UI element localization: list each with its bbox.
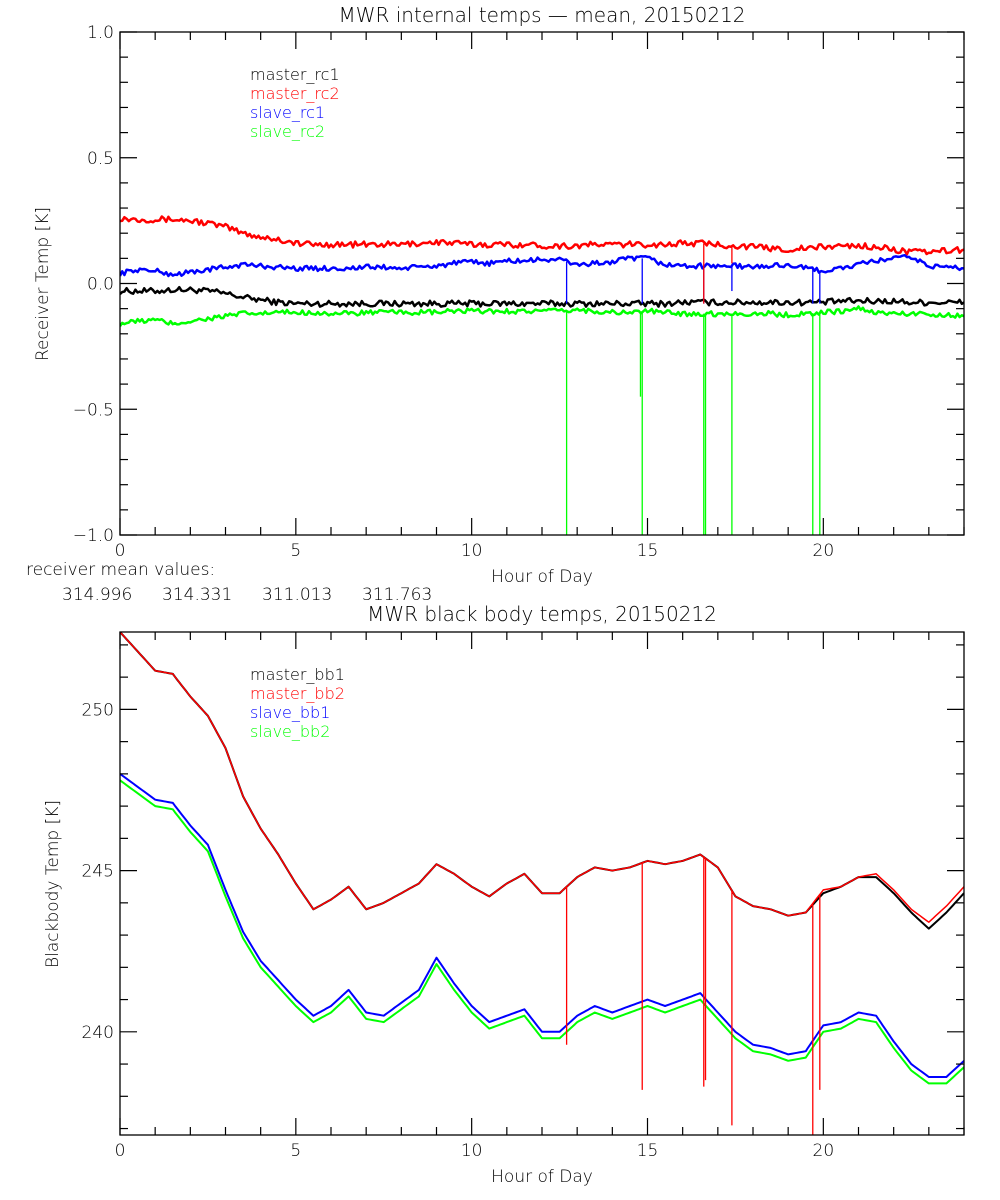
- x-tick-label: 10: [461, 1141, 483, 1161]
- y-axis-label: Blackbody Temp [K]: [43, 800, 63, 968]
- series-line-slave-bb1: [120, 773, 964, 1078]
- series-line-master-bb2: [120, 632, 964, 923]
- receiver-mean-annotation: receiver mean values: 314.996 314.331 31…: [26, 560, 432, 605]
- series-line-master-bb1: [120, 632, 964, 930]
- series-line-slave-rc2: [120, 305, 964, 327]
- x-tick-label: 15: [637, 1141, 659, 1161]
- series-group: [120, 215, 964, 535]
- y-tick-label: −0.5: [73, 400, 114, 420]
- y-tick-label: 0.5: [87, 149, 114, 169]
- legend-entry-master-rc2: master_rc2: [250, 84, 340, 103]
- legend: master_rc1 master_rc2 slave_rc1 slave_rc…: [250, 65, 340, 141]
- legend-entry-master-bb2: master_bb2: [250, 684, 345, 703]
- y-tick-label: 1.0: [87, 23, 114, 43]
- mean-value-master-rc2: 314.331: [162, 585, 232, 605]
- legend-entry-slave-bb2: slave_bb2: [250, 722, 330, 741]
- series-line-slave-bb2: [120, 779, 964, 1085]
- series-line-master-rc1: [120, 285, 964, 308]
- plot-frame: [119, 31, 965, 536]
- y-tick-label: 250: [82, 700, 114, 720]
- chart-title: MWR internal temps — mean, 20150212: [338, 3, 745, 27]
- x-tick-label: 5: [290, 541, 301, 561]
- legend-entry-master-rc1: master_rc1: [250, 65, 340, 84]
- legend-entry-master-bb1: master_bb1: [250, 665, 345, 684]
- legend: master_bb1 master_bb2 slave_bb1 slave_bb…: [250, 665, 345, 741]
- x-tick-label: 15: [637, 541, 659, 561]
- annotation-label: receiver mean values:: [26, 560, 215, 580]
- x-tick-label: 0: [115, 1141, 126, 1161]
- axes: 0 5 10 15 20 1.0 0.5 0.0 −0.5 −1.0: [73, 23, 965, 561]
- mean-value-master-rc1: 314.996: [62, 585, 132, 605]
- y-tick-label: 0.0: [87, 275, 114, 295]
- x-tick-label: 20: [813, 1141, 835, 1161]
- x-tick-label: 5: [290, 1141, 301, 1161]
- legend-entry-slave-rc1: slave_rc1: [250, 103, 325, 122]
- mean-value-slave-rc2: 311.763: [362, 585, 432, 605]
- legend-entry-slave-rc2: slave_rc2: [250, 122, 325, 141]
- mean-value-slave-rc1: 311.013: [262, 585, 332, 605]
- chart-title: MWR black body temps, 20150212: [367, 602, 717, 626]
- series-group: [120, 632, 964, 1135]
- x-tick-label: 0: [115, 541, 126, 561]
- x-tick-label: 20: [813, 541, 835, 561]
- y-tick-label: 240: [82, 1023, 114, 1043]
- legend-entry-slave-bb1: slave_bb1: [250, 703, 330, 722]
- series-line-slave-rc1: [120, 253, 964, 278]
- axes: 0 5 10 15 20 250 245 240: [82, 631, 965, 1161]
- blackbody-temp-chart: MWR black body temps, 20150212 Hour of D…: [43, 602, 965, 1187]
- y-axis-label: Receiver Temp [K]: [33, 207, 53, 361]
- x-tick-label: 10: [461, 541, 483, 561]
- series-line-master-rc2: [120, 215, 964, 256]
- receiver-temp-chart: MWR internal temps — mean, 20150212 Hour…: [33, 3, 965, 587]
- y-tick-label: −1.0: [73, 526, 114, 546]
- y-tick-label: 245: [82, 862, 114, 882]
- x-axis-label: Hour of Day: [491, 1167, 593, 1187]
- plot-frame: [119, 631, 965, 1136]
- x-axis-label: Hour of Day: [491, 567, 593, 587]
